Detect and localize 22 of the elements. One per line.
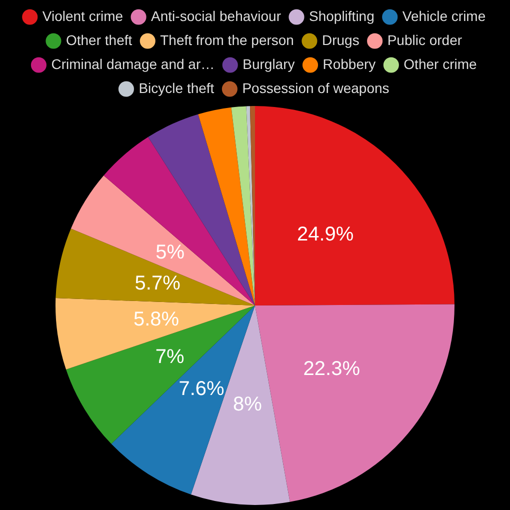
data-label: 7.6% <box>178 378 225 400</box>
legend-label: Drugs <box>322 32 360 48</box>
legend-label: Possession of weapons <box>242 80 390 96</box>
data-label: 5% <box>156 242 185 264</box>
legend-label: Burglary <box>242 56 295 72</box>
data-label: 7% <box>155 346 184 368</box>
legend-label: Other theft <box>66 32 132 48</box>
data-label: 24.9% <box>296 223 354 246</box>
data-label: 8% <box>233 393 262 416</box>
data-label: 5.7% <box>134 272 181 295</box>
legend-label: Bicycle theft <box>138 80 214 96</box>
legend-label: Criminal damage and ar… <box>51 56 215 72</box>
legend-label: Violent crime <box>42 8 124 24</box>
legend-label: Robbery <box>322 56 376 72</box>
legend-label: Anti-social behaviour <box>151 8 282 24</box>
data-label: 5.8% <box>133 308 180 330</box>
legend-label: Public order <box>387 32 462 48</box>
legend-label: Shoplifting <box>308 8 374 24</box>
legend-label: Theft from the person <box>160 32 294 48</box>
legend-label: Other crime <box>404 56 478 72</box>
legend-label: Vehicle crime <box>402 8 486 24</box>
data-label: 22.3% <box>303 358 360 380</box>
